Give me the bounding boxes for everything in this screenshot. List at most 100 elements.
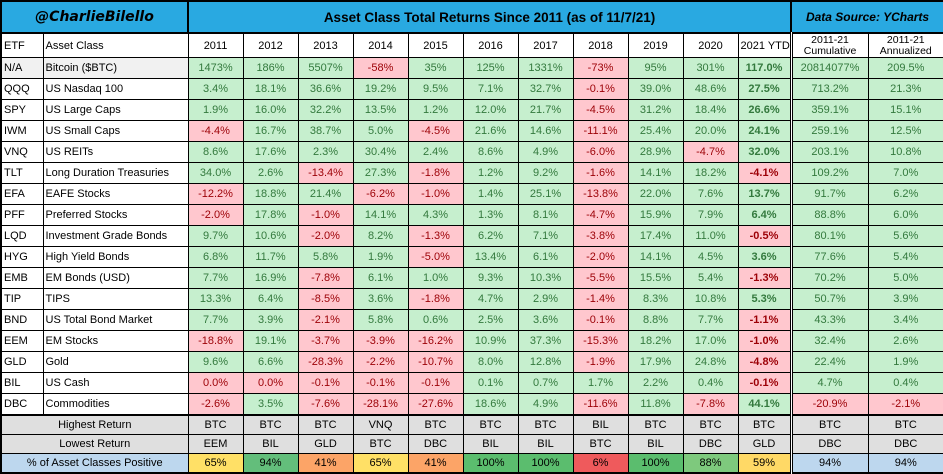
cumulative-return-cell: 713.2% — [789, 78, 869, 100]
return-cell: 8.8% — [627, 309, 684, 331]
return-cell: 16.7% — [242, 120, 299, 142]
return-cell: -0.1% — [572, 78, 629, 100]
return-cell: 5.0% — [352, 120, 409, 142]
highest-return-cell: BIL — [572, 414, 629, 435]
return-cell: -28.3% — [297, 351, 354, 373]
table-row: VNQ US REITs 8.6% 17.6% 2.3% 30.4% 2.4% 8.6% 4.9… — [0, 141, 943, 163]
return-cell: -4.7% — [682, 141, 739, 163]
return-cell: -4.7% — [572, 204, 629, 226]
return-cell: 1.9% — [187, 99, 244, 121]
table-row: QQQ US Nasdaq 100 3.4% 18.1% 36.6% 19.2% 9.5% 7… — [0, 78, 943, 100]
highest-return-label: Highest Return — [0, 414, 189, 435]
return-cell: 17.4% — [627, 225, 684, 247]
return-cell: -7.6% — [297, 393, 354, 416]
return-cell: 10.8% — [682, 288, 739, 310]
return-cell: -1.9% — [572, 351, 629, 373]
return-cell: 7.1% — [462, 78, 519, 100]
lowest-return-row: Lowest Return EEM BIL GLD BTC DBC BIL BIL BTC BIL… — [0, 434, 943, 454]
ytd-return-cell: 3.6% — [737, 246, 792, 268]
col-header-asset-class: Asset Class — [42, 32, 189, 58]
etf-cell: DBC — [0, 393, 44, 416]
summary-body: Highest Return BTC BTC BTC VNQ BTC BTC BTC BIL BT… — [0, 414, 943, 474]
return-cell: -6.2% — [352, 183, 409, 205]
return-cell: 1331% — [517, 57, 574, 79]
return-cell: 37.3% — [517, 330, 574, 352]
pct-positive-cell: 41% — [407, 453, 464, 474]
ytd-return-cell: 6.4% — [737, 204, 792, 226]
cumulative-return-cell: 32.4% — [789, 330, 869, 352]
highest-return-cell: BTC — [627, 414, 684, 435]
return-cell: 1.2% — [407, 99, 464, 121]
asset-class-cell: Preferred Stocks — [42, 204, 189, 226]
return-cell: 186% — [242, 57, 299, 79]
return-cell: 6.6% — [242, 351, 299, 373]
return-cell: -1.3% — [407, 225, 464, 247]
return-cell: 10.9% — [462, 330, 519, 352]
return-cell: 21.4% — [297, 183, 354, 205]
return-cell: 14.6% — [517, 120, 574, 142]
return-cell: -4.4% — [187, 120, 244, 142]
cumulative-return-cell: 77.6% — [789, 246, 869, 268]
return-cell: 10.3% — [517, 267, 574, 289]
cumulative-return-cell: 50.7% — [789, 288, 869, 310]
ytd-return-cell: -0.1% — [737, 372, 792, 394]
highest-return-cell: BTC — [242, 414, 299, 435]
return-cell: -12.2% — [187, 183, 244, 205]
etf-cell: GLD — [0, 351, 44, 373]
return-cell: 2.2% — [627, 372, 684, 394]
return-cell: 17.8% — [242, 204, 299, 226]
etf-cell: TLT — [0, 162, 44, 184]
return-cell: -8.5% — [297, 288, 354, 310]
return-cell: 14.1% — [627, 162, 684, 184]
ytd-return-cell: -0.5% — [737, 225, 792, 247]
return-cell: 15.9% — [627, 204, 684, 226]
return-cell: 5507% — [297, 57, 354, 79]
annualized-return-cell: 12.5% — [867, 120, 943, 142]
lowest-return-cell: DBC — [789, 434, 869, 454]
return-cell: 48.6% — [682, 78, 739, 100]
return-cell: 8.6% — [462, 141, 519, 163]
return-cell: 3.5% — [242, 393, 299, 416]
return-cell: 0.0% — [187, 372, 244, 394]
return-cell: 5.8% — [352, 309, 409, 331]
pct-positive-cell: 100% — [462, 453, 519, 474]
return-cell: -0.1% — [572, 309, 629, 331]
return-cell: 18.1% — [242, 78, 299, 100]
lowest-return-cell: BIL — [462, 434, 519, 454]
return-cell: 8.1% — [517, 204, 574, 226]
etf-cell: BND — [0, 309, 44, 331]
return-cell: 25.4% — [627, 120, 684, 142]
pct-positive-cell: 94% — [789, 453, 869, 474]
cumulative-return-cell: 359.1% — [789, 99, 869, 121]
return-cell: -2.0% — [187, 204, 244, 226]
return-cell: -18.8% — [187, 330, 244, 352]
etf-cell: EMB — [0, 267, 44, 289]
etf-cell: QQQ — [0, 78, 44, 100]
etf-cell: PFF — [0, 204, 44, 226]
return-cell: -3.8% — [572, 225, 629, 247]
asset-class-cell: Gold — [42, 351, 189, 373]
etf-cell: VNQ — [0, 141, 44, 163]
return-cell: -7.8% — [682, 393, 739, 416]
annualized-return-cell: 3.4% — [867, 309, 943, 331]
col-header-2019: 2019 — [627, 32, 684, 58]
pct-positive-cell: 65% — [187, 453, 244, 474]
table-row: N/A Bitcoin ($BTC) 1473% 186% 5507% -58% 35% 12… — [0, 57, 943, 79]
highest-return-cell: BTC — [462, 414, 519, 435]
return-cell: 8.3% — [627, 288, 684, 310]
return-cell: 9.5% — [407, 78, 464, 100]
return-cell: 17.9% — [627, 351, 684, 373]
return-cell: 125% — [462, 57, 519, 79]
return-cell: 9.2% — [517, 162, 574, 184]
table-row: EMB EM Bonds (USD) 7.7% 16.9% -7.8% 6.1% 1.0% 9… — [0, 267, 943, 289]
lowest-return-cell: DBC — [682, 434, 739, 454]
return-cell: 11.7% — [242, 246, 299, 268]
return-cell: 28.9% — [627, 141, 684, 163]
return-cell: 14.1% — [352, 204, 409, 226]
table-row: IWM US Small Caps -4.4% 16.7% 38.7% 5.0% -4.5%… — [0, 120, 943, 142]
return-cell: -4.5% — [572, 99, 629, 121]
ytd-return-cell: 26.6% — [737, 99, 792, 121]
etf-cell: IWM — [0, 120, 44, 142]
lowest-return-cell: DBC — [867, 434, 943, 454]
